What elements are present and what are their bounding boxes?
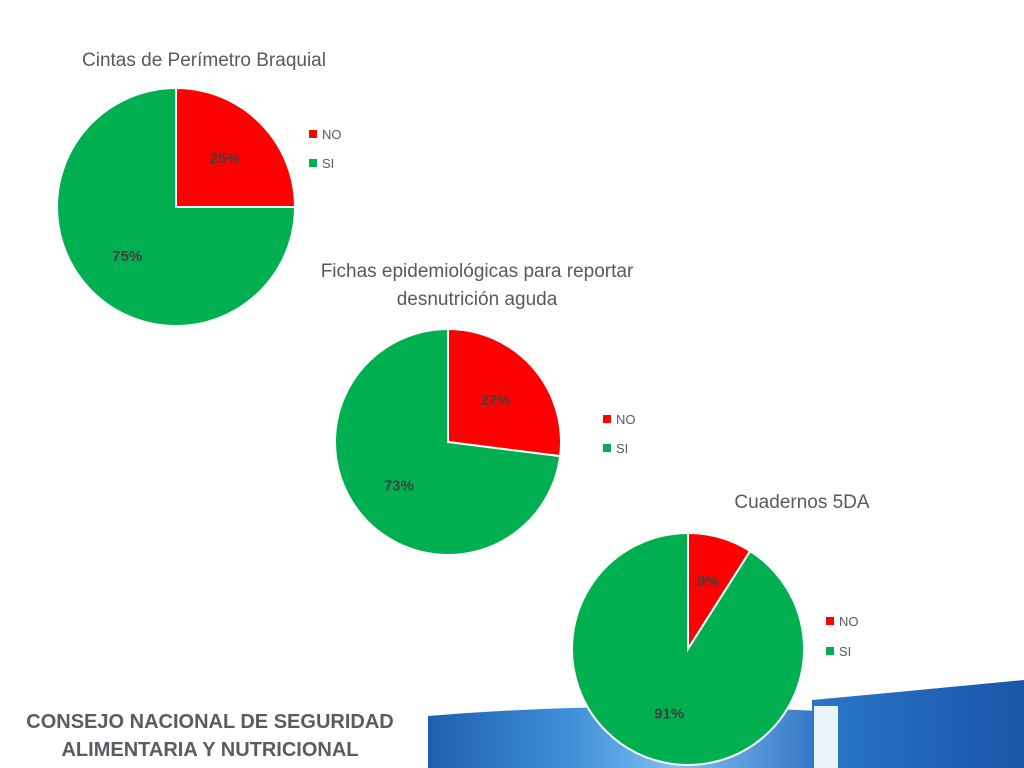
pie-slice-no	[447, 327, 562, 458]
pie-slice-si	[334, 327, 562, 556]
legend-label-si: SI	[616, 441, 628, 456]
chart-title-line-2: desnutrición aguda	[397, 289, 558, 310]
legend-swatch-no	[826, 617, 834, 625]
chart-title: Cuadernos 5DA	[734, 492, 870, 513]
legend-swatch-si	[603, 444, 611, 452]
legend: NO SI	[603, 412, 636, 456]
footer-line-1: CONSEJO NACIONAL DE SEGURIDAD	[26, 711, 394, 733]
legend-swatch-no	[603, 415, 611, 423]
organization-footer: CONSEJO NACIONAL DE SEGURIDAD ALIMENTARI…	[0, 708, 420, 764]
chart-title-line-1: Fichas epidemiológicas para reportar	[321, 261, 634, 282]
pie-slice-si	[571, 531, 805, 766]
legend-swatch-si	[309, 159, 317, 167]
data-label-no: 9%	[697, 573, 719, 590]
data-label-no: 25%	[210, 150, 240, 167]
legend-label-no: NO	[322, 127, 342, 142]
legend: NO SI	[826, 614, 859, 659]
pie-chart-fichas: Fichas epidemiológicas para reportar des…	[321, 261, 636, 556]
pie-slices: 9% 91%	[571, 531, 805, 766]
legend-label-si: SI	[839, 644, 851, 659]
pie-chart-cuadernos: Cuadernos 5DA 9% 91% NO SI	[571, 492, 870, 766]
data-label-no: 27%	[480, 392, 510, 409]
legend-swatch-no	[309, 130, 317, 138]
pie-slice-si	[56, 86, 297, 327]
legend-swatch-si	[826, 647, 834, 655]
pie-slice-no	[175, 86, 297, 208]
footer-line-2: ALIMENTARIA Y NUTRICIONAL	[61, 739, 359, 761]
legend-label-no: NO	[839, 614, 859, 629]
legend-label-no: NO	[616, 412, 636, 427]
pie-chart-cintas: Cintas de Perímetro Braquial 25% 75% NO S…	[56, 50, 342, 327]
pie-slices: 27% 73%	[334, 327, 562, 556]
legend-label-si: SI	[322, 156, 334, 171]
data-label-si: 75%	[112, 248, 142, 265]
legend: NO SI	[309, 127, 342, 171]
data-label-si: 91%	[654, 706, 684, 723]
pie-slices: 25% 75%	[56, 86, 297, 327]
data-label-si: 73%	[384, 477, 414, 494]
chart-title: Cintas de Perímetro Braquial	[82, 50, 326, 71]
